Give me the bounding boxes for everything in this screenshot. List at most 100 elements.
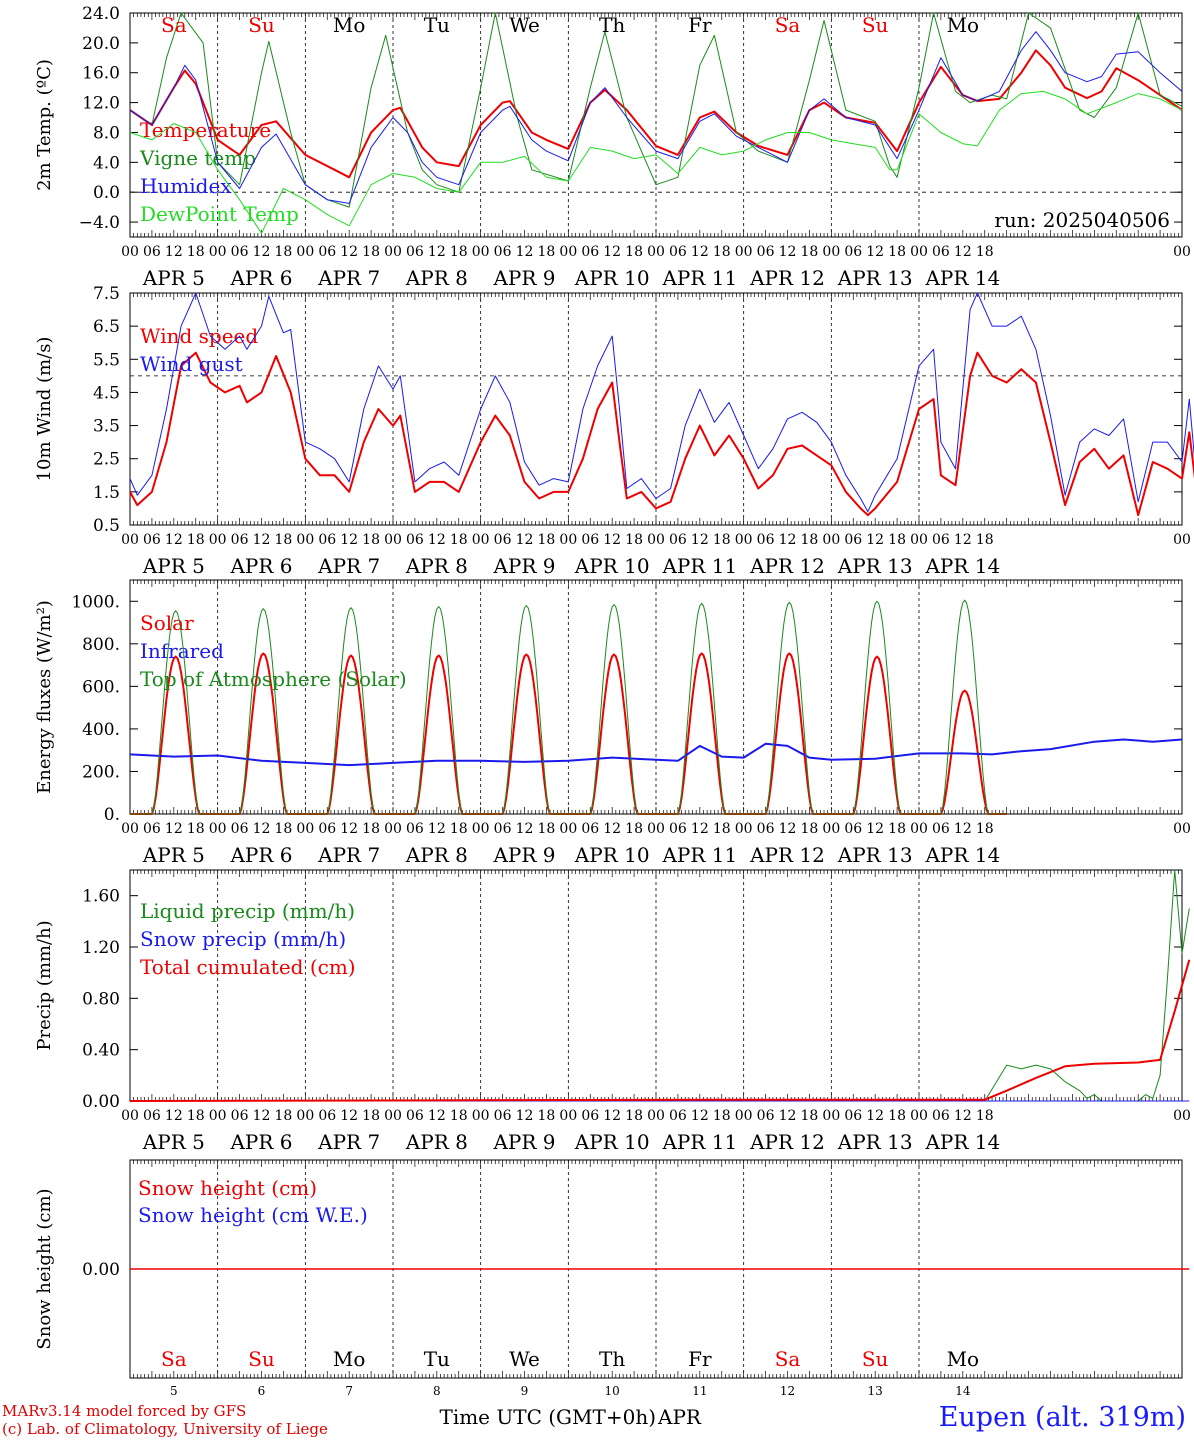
x-axis-month: APR	[657, 1405, 702, 1429]
hour-tick-label: 12	[866, 532, 884, 548]
weekday-label: Fr	[688, 13, 712, 37]
y-tick-label: 0.5	[93, 516, 120, 536]
date-label: APR 11	[661, 554, 737, 578]
hour-tick-label: 00	[1173, 244, 1191, 260]
hour-tick-label: 00	[735, 1108, 753, 1124]
hour-tick-label: 06	[932, 821, 950, 837]
hour-tick-label: 18	[713, 821, 731, 837]
y-tick-label: 0.0	[93, 183, 120, 203]
hour-tick-label: 18	[187, 821, 205, 837]
legend-entry: Humidex	[140, 174, 232, 198]
hour-tick-label: 06	[757, 532, 775, 548]
legend-entry: Snow height (cm W.E.)	[138, 1203, 368, 1227]
hour-tick-label: 12	[603, 244, 621, 260]
weekday-label: Th	[599, 13, 625, 37]
hour-tick-label: 12	[779, 1108, 797, 1124]
hour-tick-label: 00	[384, 532, 402, 548]
date-label: APR 12	[749, 1130, 825, 1154]
run-label: run: 2025040506	[994, 208, 1170, 232]
hour-tick-label: 06	[318, 821, 336, 837]
hour-tick-label: 06	[231, 244, 249, 260]
hour-tick-label: 12	[691, 821, 709, 837]
hour-tick-label: 12	[340, 244, 358, 260]
y-tick-label: 600.	[82, 677, 120, 697]
date-label: APR 9	[492, 1130, 555, 1154]
hour-tick-label: 18	[450, 244, 468, 260]
date-label: APR 5	[142, 266, 205, 290]
y-axis-title: Snow height (cm)	[34, 1188, 55, 1349]
hour-tick-label: 12	[253, 532, 271, 548]
hour-tick-label: 12	[253, 244, 271, 260]
hour-tick-label: 12	[866, 1108, 884, 1124]
y-tick-label: 16.0	[82, 64, 120, 84]
hour-tick-label: 12	[779, 821, 797, 837]
hour-tick-label: 06	[581, 1108, 599, 1124]
x-axis-title: Time UTC (GMT+0h)	[439, 1405, 656, 1429]
day-number: 5	[170, 1384, 178, 1398]
hour-tick-label: 12	[340, 532, 358, 548]
date-label: APR 11	[661, 1130, 737, 1154]
hour-tick-label: 00	[647, 244, 665, 260]
hour-tick-label: 06	[143, 244, 161, 260]
hour-tick-label: 18	[187, 1108, 205, 1124]
hour-tick-label: 12	[603, 532, 621, 548]
date-label: APR 12	[749, 843, 825, 867]
date-label: APR 7	[317, 266, 380, 290]
legend-entry: Wind gust	[140, 352, 243, 376]
weekday-label: Mo	[947, 13, 980, 37]
date-label: APR 7	[317, 843, 380, 867]
hour-tick-label: 06	[143, 1108, 161, 1124]
hour-tick-label: 18	[450, 532, 468, 548]
date-label: APR 13	[837, 266, 913, 290]
hour-tick-label: 00	[559, 244, 577, 260]
day-number: 6	[258, 1384, 266, 1398]
date-label: APR 9	[492, 843, 555, 867]
weekday-label: Tu	[424, 1347, 450, 1371]
series-line-2	[129, 959, 1191, 1102]
hour-tick-label: 18	[362, 821, 380, 837]
hour-tick-label: 12	[603, 1108, 621, 1124]
hour-tick-label: 06	[494, 821, 512, 837]
hour-tick-label: 06	[494, 532, 512, 548]
date-label: APR 12	[749, 266, 825, 290]
hour-tick-label: 18	[187, 244, 205, 260]
hour-tick-label: 00	[384, 244, 402, 260]
hour-tick-label: 06	[581, 821, 599, 837]
hour-tick-label: 06	[231, 1108, 249, 1124]
day-number: 14	[955, 1384, 971, 1398]
hour-tick-label: 12	[866, 244, 884, 260]
date-label: APR 8	[405, 554, 468, 578]
hour-tick-label: 00	[121, 821, 139, 837]
weekday-label: Mo	[333, 13, 366, 37]
date-label: APR 7	[317, 1130, 380, 1154]
hour-tick-label: 18	[538, 244, 556, 260]
hour-tick-label: 18	[625, 244, 643, 260]
hour-tick-label: 18	[625, 821, 643, 837]
legend-entry: DewPoint Temp	[140, 202, 299, 226]
hour-tick-label: 00	[209, 1108, 227, 1124]
hour-tick-label: 18	[888, 821, 906, 837]
hour-tick-label: 00	[559, 532, 577, 548]
hour-tick-label: 12	[428, 244, 446, 260]
hour-tick-label: 12	[603, 821, 621, 837]
weekday-label: Tu	[424, 13, 450, 37]
date-label: APR 13	[837, 843, 913, 867]
y-tick-label: −4.0	[79, 213, 120, 233]
date-label: APR 10	[574, 843, 650, 867]
hour-tick-label: 00	[647, 1108, 665, 1124]
hour-tick-label: 18	[976, 821, 994, 837]
hour-tick-label: 12	[866, 821, 884, 837]
series-line-3	[129, 90, 1183, 234]
weekday-label: Fr	[688, 1347, 712, 1371]
weekday-label: Mo	[333, 1347, 366, 1371]
hour-tick-label: 12	[516, 821, 534, 837]
day-number: 7	[345, 1384, 353, 1398]
series-line-1	[129, 12, 1183, 208]
date-label: APR 10	[574, 554, 650, 578]
weekday-label: Mo	[947, 1347, 980, 1371]
weekday-label: Su	[248, 13, 275, 37]
lab-credit: (c) Lab. of Climatology, University of L…	[2, 1420, 328, 1438]
hour-tick-label: 00	[647, 532, 665, 548]
hour-tick-label: 06	[669, 532, 687, 548]
